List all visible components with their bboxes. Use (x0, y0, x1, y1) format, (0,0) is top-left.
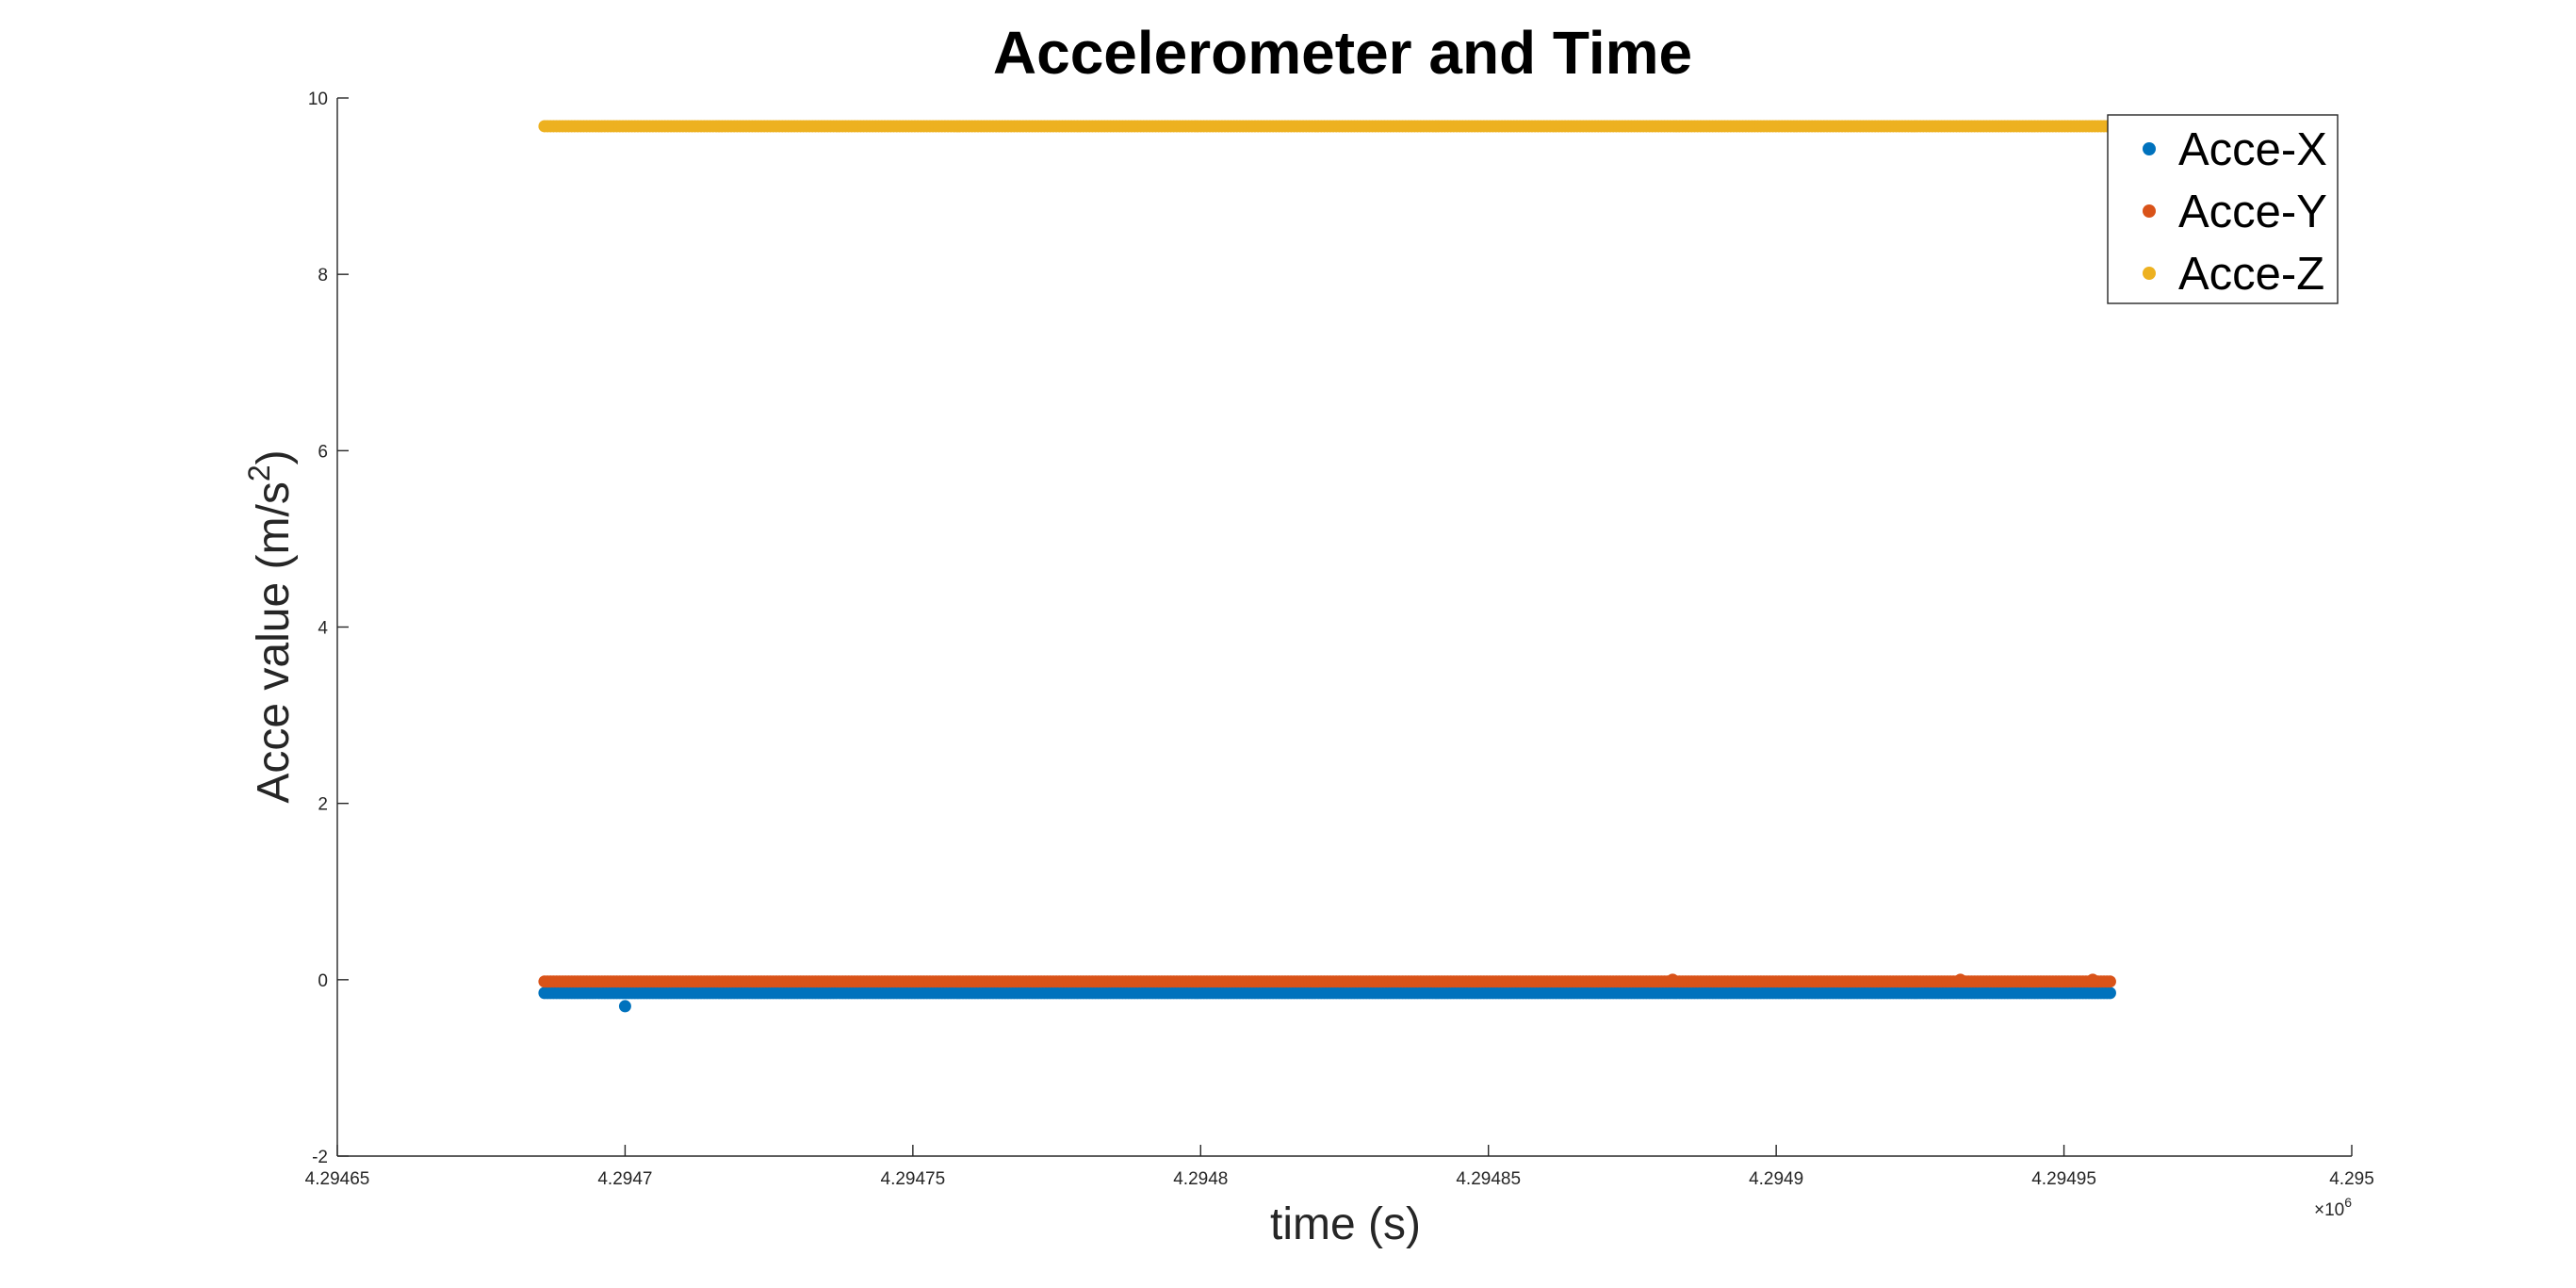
x-tick-label: 4.29465 (305, 1169, 370, 1189)
data-point (2103, 986, 2116, 1000)
x-tick-label: 4.29475 (881, 1169, 946, 1189)
y-tick-label: -2 (312, 1148, 328, 1167)
legend-label: Acce-X (2178, 124, 2327, 175)
legend-marker (2143, 267, 2156, 280)
y-axis-label-end: ) (249, 449, 299, 465)
legend-marker (2143, 204, 2156, 218)
x-axis-label: time (s) (1270, 1199, 1421, 1249)
x-tick-label: 4.29495 (2031, 1169, 2096, 1189)
series-acce-z (538, 120, 2116, 133)
x-exponent-power: 6 (2344, 1195, 2352, 1210)
y-tick-label: 0 (318, 971, 328, 991)
x-ticks: 4.29465 4.2947 4.29475 4.2948 4.29485 4.2949 4… (305, 1145, 2374, 1189)
series-acce-y (538, 973, 2116, 988)
y-axis-label-main: Acce value (m/s (249, 481, 299, 803)
data-series (538, 120, 2116, 1013)
outlier-point (2086, 973, 2099, 986)
legend: Acce-X Acce-Y Acce-Z (2107, 114, 2339, 304)
legend-label: Acce-Z (2178, 249, 2324, 300)
x-exponent-base: ×10 (2314, 1200, 2344, 1220)
y-tick-label: 2 (318, 795, 328, 815)
outlier-point (618, 1000, 631, 1013)
chart-title: Accelerometer and Time (993, 19, 1692, 87)
x-tick-label: 4.295 (2329, 1169, 2374, 1189)
y-tick-label: 8 (318, 266, 328, 285)
legend-label: Acce-Y (2178, 187, 2327, 237)
y-tick-label: 10 (308, 90, 328, 109)
x-axis-exponent: ×106 (2314, 1195, 2352, 1220)
x-tick-label: 4.2947 (597, 1169, 652, 1189)
x-tick-label: 4.2948 (1173, 1169, 1228, 1189)
y-tick-label: 4 (318, 619, 328, 639)
data-point (2103, 975, 2116, 988)
legend-marker (2143, 142, 2156, 155)
outlier-point (1666, 973, 1679, 986)
legend-items: Acce-X Acce-Y Acce-Z (2143, 124, 2327, 300)
y-axis-label-sup: 2 (242, 465, 276, 481)
y-tick-label: 6 (318, 442, 328, 462)
y-axis-label: Acce value (m/s2) (242, 449, 299, 803)
outlier-point (1954, 973, 1967, 986)
series-acce-x (538, 986, 2116, 1013)
x-tick-label: 4.2949 (1749, 1169, 1803, 1189)
y-ticks: -2 0 2 4 6 8 10 (308, 90, 349, 1167)
x-tick-label: 4.29485 (1456, 1169, 1521, 1189)
